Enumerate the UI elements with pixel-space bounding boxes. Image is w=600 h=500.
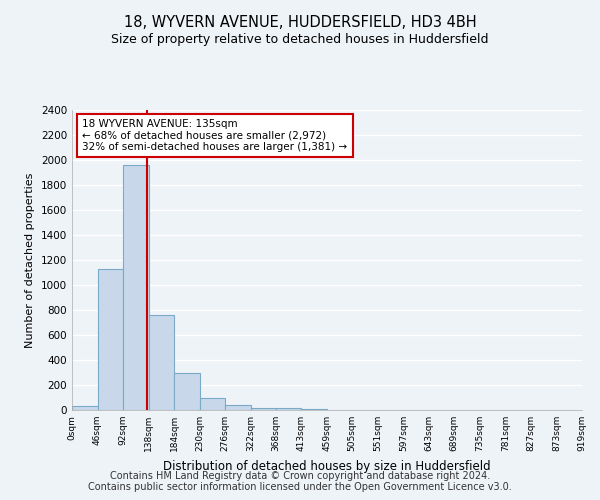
Bar — [123, 165, 149, 410]
Text: 18, WYVERN AVENUE, HUDDERSFIELD, HD3 4BH: 18, WYVERN AVENUE, HUDDERSFIELD, HD3 4BH — [124, 15, 476, 30]
Text: Contains HM Land Registry data © Crown copyright and database right 2024.: Contains HM Land Registry data © Crown c… — [110, 471, 490, 481]
Bar — [251, 408, 276, 410]
Bar — [72, 406, 98, 410]
Bar — [276, 408, 301, 410]
Y-axis label: Number of detached properties: Number of detached properties — [25, 172, 35, 348]
Text: Size of property relative to detached houses in Huddersfield: Size of property relative to detached ho… — [111, 32, 489, 46]
Bar — [200, 398, 225, 410]
Bar — [225, 405, 251, 410]
Text: Contains public sector information licensed under the Open Government Licence v3: Contains public sector information licen… — [88, 482, 512, 492]
Bar — [149, 315, 174, 410]
Bar — [174, 373, 200, 410]
Bar — [98, 269, 123, 410]
X-axis label: Distribution of detached houses by size in Huddersfield: Distribution of detached houses by size … — [163, 460, 491, 472]
Text: 18 WYVERN AVENUE: 135sqm
← 68% of detached houses are smaller (2,972)
32% of sem: 18 WYVERN AVENUE: 135sqm ← 68% of detach… — [82, 119, 347, 152]
